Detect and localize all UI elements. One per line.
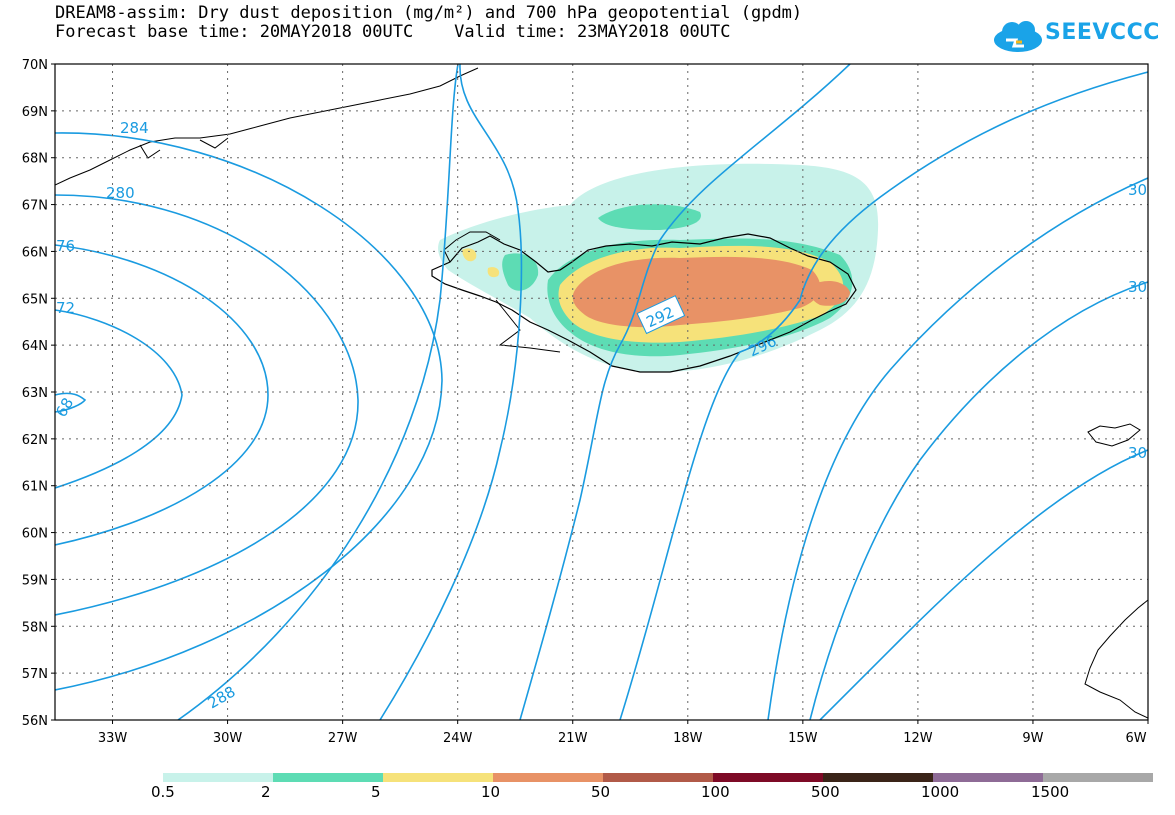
lat-label: 67N [22,199,48,214]
contour-label-304: 30 [1128,444,1147,462]
cloud-icon [994,21,1042,52]
contour-284 [55,132,443,691]
lat-label: 69N [22,105,48,120]
contour-label-300: 30 [1128,181,1147,199]
legend-label: 0.5 [151,783,175,801]
greenland-coastline [55,67,479,186]
contour-276 [55,244,269,546]
lat-label: 57N [22,667,48,682]
faroe-coastline [1087,423,1141,447]
legend-color-box [383,773,493,782]
longitude-labels: 33W 30W 27W 24W 21W 18W 15W 12W 9W 6W [98,720,1149,746]
map-grid [55,64,1148,720]
contour-272 [55,309,183,489]
chart-title: DREAM8-assim: Dry dust deposition (mg/m²… [55,3,803,23]
lat-label: 58N [22,620,48,635]
geopotential-contours [55,64,1148,720]
lat-label: 68N [22,152,48,167]
lon-label: 21W [558,731,588,746]
iceland-coastline [431,233,857,373]
legend-label: 10 [481,783,501,801]
dust-area-2 [598,204,701,230]
dust-west-5 [462,248,477,262]
contour-302 [809,281,1148,720]
lon-label: 27W [328,731,358,746]
legend-color-box [493,773,603,782]
contour-288 [379,64,523,720]
lon-label: 33W [98,731,128,746]
legend-color-box [823,773,933,782]
lat-label: 62N [22,433,48,448]
contour-296 [619,71,1148,720]
contour-label-288: 288 [205,682,239,712]
legend-label: 1000 [921,783,960,801]
contour-292 [519,64,851,720]
lat-label: 56N [22,714,48,729]
contour-label-284: 284 [120,119,149,137]
contour-268 [55,392,87,413]
legend-color-box [273,773,383,782]
lon-label: 24W [443,731,473,746]
legend-label: 50 [591,783,611,801]
legend-label: 5 [371,783,381,801]
dust-west-2 [502,253,539,291]
contour-label-292-box: 292 [636,295,686,335]
contour-280 [55,194,359,616]
latitude-labels: 70N 69N 68N 67N 66N 65N 64N 63N 62N 61N 60N 59N 58N 5… [22,58,55,729]
dust-west-5b [487,267,500,278]
legend-color-box [933,773,1043,782]
contour-label-268: 68 [52,395,77,421]
lat-label: 64N [22,339,48,354]
lat-label: 63N [22,386,48,401]
contour-label-276: 76 [56,237,75,255]
lat-label: 61N [22,480,48,495]
legend-label: 1500 [1031,783,1070,801]
legend-label: 100 [701,783,730,801]
iceland-westfjords [443,231,561,353]
lat-label: 66N [22,245,48,260]
contour-label-272: 72 [56,299,75,317]
lon-label: 9W [1022,731,1043,746]
lon-label: 15W [788,731,818,746]
lon-label: 12W [903,731,933,746]
contour-288b [177,64,459,720]
lon-label: 30W [213,731,243,746]
norway-coastline [1084,599,1148,719]
lat-label: 65N [22,292,48,307]
lon-label: 18W [673,731,703,746]
legend-label: 500 [811,783,840,801]
legend-label: 2 [261,783,271,801]
legend-color-box [603,773,713,782]
legend-color-box [1043,773,1153,782]
legend-color-box [163,773,273,782]
contour-label-280: 280 [106,184,135,202]
lat-label: 60N [22,527,48,542]
contour-300 [767,177,1148,720]
seevccc-logo [994,21,1042,52]
chart-subtitle: Forecast base time: 20MAY2018 00UTC Vali… [55,22,731,42]
logo-text: SEEVCCC [1045,20,1160,45]
contour-304 [819,449,1148,720]
contour-label-302: 30 [1128,278,1147,296]
lat-label: 70N [22,58,48,73]
dust-area-10b [810,280,850,306]
legend-color-box [713,773,823,782]
lat-label: 59N [22,573,48,588]
lon-label: 6W [1125,731,1146,746]
